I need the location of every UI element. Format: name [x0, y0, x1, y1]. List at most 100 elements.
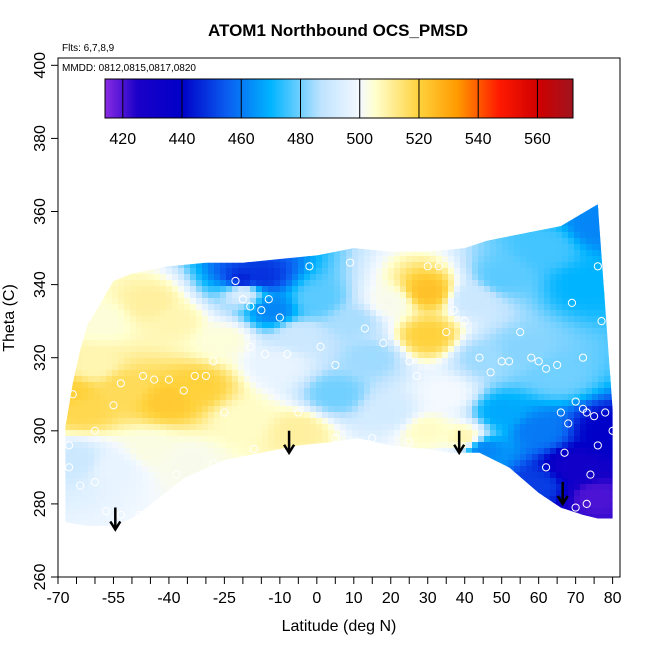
heatmap-cell [65, 322, 71, 329]
heatmap-cell [484, 204, 491, 209]
heatmap-cell [514, 166, 521, 173]
heatmap-cell [118, 124, 125, 131]
heatmap-cell [70, 136, 77, 143]
heatmap-cell [592, 316, 599, 323]
heatmap-cell [376, 166, 383, 173]
heatmap-cell [226, 310, 233, 317]
heatmap-cell [244, 310, 251, 317]
heatmap-cell [388, 256, 395, 263]
heatmap-cell [208, 316, 215, 323]
heatmap-cell [412, 316, 419, 323]
heatmap-cell [202, 286, 209, 293]
heatmap-cell [58, 136, 65, 143]
heatmap-cell [496, 256, 503, 263]
heatmap-cell [550, 160, 557, 167]
heatmap-cell [424, 154, 431, 161]
heatmap-cell [154, 148, 161, 155]
heatmap-cell [436, 232, 443, 239]
heatmap-cell [454, 208, 461, 215]
heatmap-cell [94, 262, 101, 269]
heatmap-cell [502, 232, 509, 239]
heatmap-cell [358, 196, 365, 203]
heatmap-cell [406, 196, 413, 203]
heatmap-cell [454, 364, 461, 371]
heatmap-cell [214, 274, 221, 281]
heatmap-cell [166, 226, 173, 233]
heatmap-cell [430, 316, 437, 323]
heatmap-cell [88, 112, 95, 119]
heatmap-cell [292, 148, 299, 155]
heatmap-cell [514, 352, 521, 359]
heatmap-cell [106, 376, 113, 383]
heatmap-cell [430, 196, 437, 203]
heatmap-cell [238, 304, 245, 311]
heatmap-cell [106, 340, 113, 347]
heatmap-cell [520, 274, 527, 281]
heatmap-cell [340, 172, 347, 179]
heatmap-cell [65, 238, 71, 245]
heatmap-cell [316, 298, 323, 305]
heatmap-cell [64, 148, 71, 155]
heatmap-cell [364, 64, 371, 71]
heatmap-cell [514, 148, 521, 155]
heatmap-cell [262, 238, 269, 245]
heatmap-cell [340, 340, 347, 347]
heatmap-cell [574, 172, 581, 179]
heatmap-cell [514, 334, 521, 341]
heatmap-cell [136, 298, 143, 305]
heatmap-cell [430, 298, 437, 305]
heatmap-cell [550, 316, 557, 323]
heatmap-cell [148, 130, 155, 137]
heatmap-cell [508, 250, 515, 257]
heatmap-cell [136, 364, 143, 371]
heatmap-cell [598, 346, 605, 353]
heatmap-cell [214, 148, 221, 155]
heatmap-cell [484, 124, 491, 131]
heatmap-cell [544, 280, 551, 287]
heatmap-cell [184, 322, 191, 329]
heatmap-cell [130, 226, 137, 233]
heatmap-cell [202, 334, 209, 341]
heatmap-cell [226, 204, 233, 209]
heatmap-cell [310, 244, 317, 251]
heatmap-cell [274, 220, 281, 227]
heatmap-cell [322, 238, 329, 245]
heatmap-cell [532, 352, 539, 359]
heatmap-cell [280, 310, 287, 317]
heatmap-cell [298, 238, 305, 245]
heatmap-cell [508, 220, 515, 227]
heatmap-cell [574, 298, 581, 305]
heatmap-cell [514, 118, 521, 125]
heatmap-cell [352, 334, 359, 341]
heatmap-cell [502, 142, 509, 149]
heatmap-cell [65, 286, 71, 293]
heatmap-cell [184, 178, 191, 185]
heatmap-cell [196, 268, 203, 275]
heatmap-cell [490, 238, 497, 245]
heatmap-cell [220, 322, 227, 329]
heatmap-cell [556, 286, 563, 293]
heatmap-cell [238, 64, 245, 71]
heatmap-cell [394, 334, 401, 341]
heatmap-cell [526, 280, 533, 287]
heatmap-cell [520, 358, 527, 365]
heatmap-cell [94, 124, 101, 131]
heatmap-cell [496, 166, 503, 173]
heatmap-cell [286, 310, 293, 317]
heatmap-cell [442, 352, 449, 359]
heatmap-cell [250, 208, 257, 215]
heatmap-cell [220, 142, 227, 149]
heatmap-cell [496, 328, 503, 335]
heatmap-cell [232, 166, 239, 173]
heatmap-cell [496, 244, 503, 251]
heatmap-cell [274, 352, 281, 359]
heatmap-cell [208, 124, 215, 131]
heatmap-cell [580, 88, 587, 95]
heatmap-cell [340, 250, 347, 257]
heatmap-cell [292, 232, 299, 239]
heatmap-cell [604, 226, 611, 233]
heatmap-cell [574, 118, 581, 125]
heatmap-cell [586, 262, 593, 269]
heatmap-cell [442, 166, 449, 173]
heatmap-cell [88, 136, 95, 143]
